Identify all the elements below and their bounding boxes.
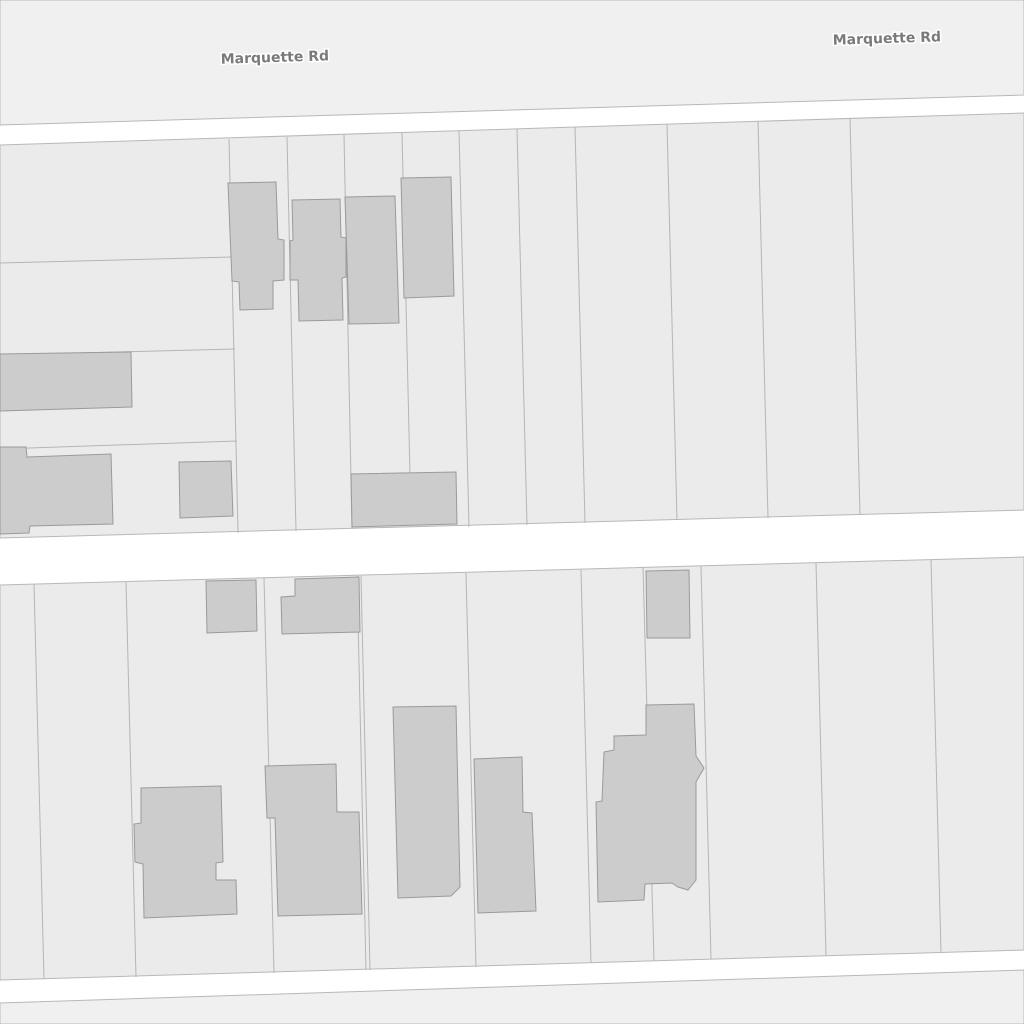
street-label: Marquette Rd: [220, 48, 329, 67]
street-label: Marquette Rd: [832, 29, 941, 48]
road-area: [0, 969, 1024, 1024]
road-area: [0, 0, 1024, 126]
buildings: [0, 176, 705, 919]
city-block: [0, 112, 1024, 539]
